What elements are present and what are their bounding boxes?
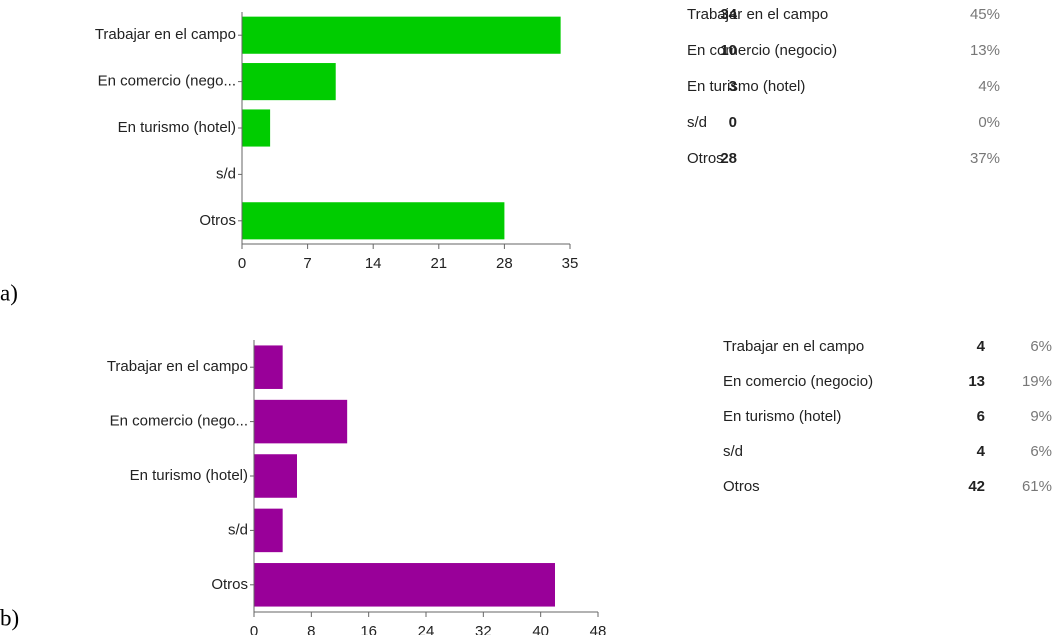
x-tick-label: 40 [532,623,549,635]
table-label: En comercio (negocio) [687,42,837,59]
bar [242,63,336,101]
bar [242,109,271,147]
table-count: 4 [977,338,986,355]
table-percent: 0% [978,114,1000,131]
table-percent: 13% [970,42,1000,59]
x-tick-label: 16 [360,623,377,635]
table-count: 4 [977,443,986,460]
bar [254,399,348,444]
table-percent: 4% [978,78,1000,95]
table-percent: 61% [1022,478,1052,495]
table-count: 10 [720,42,737,59]
table-percent: 37% [970,150,1000,167]
table-count: 13 [968,373,985,390]
bar [254,508,283,553]
bar [254,454,297,498]
y-tick-label: En turismo (hotel) [130,467,248,484]
table-count: 28 [720,150,737,167]
x-tick-label: 21 [430,255,447,272]
table-percent: 6% [1030,338,1052,355]
table-label: s/d [723,443,743,460]
bar [254,345,283,389]
y-tick-label: Trabajar en el campo [95,26,236,43]
x-tick-label: 24 [418,623,435,635]
table-count: 42 [968,478,985,495]
y-tick-label: Otros [199,212,236,229]
table-count: 34 [720,6,737,23]
x-tick-label: 14 [365,255,382,272]
table-percent: 6% [1030,443,1052,460]
panel-label: b) [0,605,19,630]
table-label: Trabajar en el campo [723,338,864,355]
x-tick-label: 0 [238,255,246,272]
table-label: En comercio (negocio) [723,373,873,390]
table-count: 3 [729,78,737,95]
y-tick-label: s/d [228,521,248,538]
y-tick-label: Trabajar en el campo [107,358,248,375]
bar [242,202,505,240]
bar [254,563,555,607]
y-tick-label: En comercio (nego... [98,73,236,90]
table-percent: 9% [1030,408,1052,425]
table-label: Trabajar en el campo [687,6,828,23]
x-tick-label: 8 [307,623,315,635]
table-label: s/d [687,114,707,131]
table-count: 6 [977,408,985,425]
x-tick-label: 32 [475,623,492,635]
x-tick-label: 35 [562,255,579,272]
table-label: En turismo (hotel) [723,408,841,425]
table-label: Otros [687,150,724,167]
table-percent: 19% [1022,373,1052,390]
table-count: 0 [729,114,737,131]
bar [242,16,561,54]
panel-label: a) [0,280,18,305]
x-tick-label: 0 [250,623,258,635]
y-tick-label: En comercio (nego... [110,413,248,430]
y-tick-label: En turismo (hotel) [118,119,236,136]
x-tick-label: 48 [590,623,607,635]
table-percent: 45% [970,6,1000,23]
x-tick-label: 28 [496,255,513,272]
y-tick-label: s/d [216,165,236,182]
y-tick-label: Otros [211,576,248,593]
x-tick-label: 7 [303,255,311,272]
table-label: Otros [723,478,760,495]
table-label: En turismo (hotel) [687,78,805,95]
